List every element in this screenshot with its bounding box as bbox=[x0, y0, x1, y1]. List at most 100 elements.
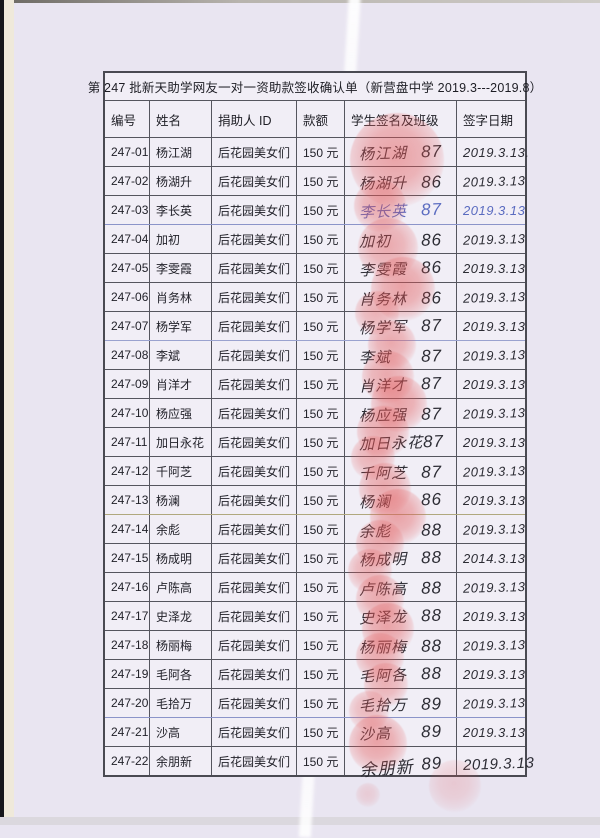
cell-name: 史泽龙 bbox=[150, 602, 212, 630]
cell-name: 杨应强 bbox=[150, 399, 212, 427]
cell-donor-id: 后花园美女们 bbox=[212, 660, 297, 688]
signature-name: 李斌 bbox=[358, 348, 392, 367]
cell-amount: 150 元 bbox=[297, 747, 345, 775]
cell-amount: 150 元 bbox=[297, 312, 345, 340]
signature-name: 杨学军 bbox=[358, 318, 408, 338]
handwritten-signature: 杨湖升 86 bbox=[351, 171, 456, 194]
cell-amount: 150 元 bbox=[297, 283, 345, 311]
handwritten-signature: 沙高 89 bbox=[351, 720, 457, 745]
signature-name: 杨江湖 bbox=[358, 144, 408, 164]
signature-name: 史泽龙 bbox=[358, 608, 408, 628]
handwritten-signature: 毛拾万 89 bbox=[351, 693, 456, 716]
handwritten-signature: 卢陈高 88 bbox=[351, 577, 456, 600]
signature-name: 加日永花 bbox=[358, 433, 424, 454]
signature-class-number: 87 bbox=[420, 314, 443, 335]
table-row: 247-04 加初 后花园美女们 150 元 加初 86 2019.3.13 bbox=[105, 225, 526, 254]
cell-amount: 150 元 bbox=[297, 428, 345, 456]
signature-class-number: 86 bbox=[420, 229, 443, 249]
cell-name: 李斌 bbox=[150, 341, 212, 369]
cell-name: 杨成明 bbox=[150, 544, 212, 572]
handwritten-signature: 余彪 88 bbox=[351, 519, 456, 542]
table-row: 247-08 李斌 后花园美女们 150 元 李斌 87 2019.3.13 bbox=[105, 341, 526, 370]
signature-class-number: 89 bbox=[420, 752, 443, 773]
cell-donor-id: 后花园美女们 bbox=[212, 341, 297, 369]
cell-signature: 杨湖升 86 bbox=[345, 167, 457, 195]
cell-amount: 150 元 bbox=[297, 718, 345, 746]
signature-class-number: 88 bbox=[420, 577, 443, 597]
cell-amount: 150 元 bbox=[297, 602, 345, 630]
signature-name: 李长英 bbox=[358, 202, 408, 222]
cell-signature: 余彪 88 bbox=[345, 515, 457, 543]
cell-name: 加日永花 bbox=[150, 428, 212, 456]
table-row: 247-15 杨成明 后花园美女们 150 元 杨成明 88 2014.3.13 bbox=[105, 544, 525, 573]
cell-donor-id: 后花园美女们 bbox=[212, 631, 297, 659]
cell-signature: 沙高 89 bbox=[345, 718, 457, 746]
table-row: 247-17 史泽龙 后花园美女们 150 元 史泽龙 88 2019.3.13 bbox=[105, 602, 525, 631]
cell-number: 247-08 bbox=[105, 341, 150, 369]
signature-class-number: 86 bbox=[420, 488, 443, 509]
handwritten-signature: 杨学军 87 bbox=[351, 314, 457, 339]
cell-number: 247-03 bbox=[105, 196, 150, 224]
cell-signature: 史泽龙 88 bbox=[345, 602, 457, 630]
cell-signature: 杨学军 87 bbox=[345, 312, 457, 340]
cell-signature: 杨应强 87 bbox=[345, 399, 457, 427]
column-header-date: 签字日期 bbox=[463, 113, 514, 128]
cell-name: 余朋新 bbox=[150, 747, 212, 775]
cell-donor-id: 后花园美女们 bbox=[212, 167, 297, 195]
signature-name: 杨澜 bbox=[358, 492, 392, 512]
signature-class-number: 87 bbox=[420, 372, 443, 393]
table-row: 247-07 杨学军 后花园美女们 150 元 杨学军 87 2019.3.13 bbox=[105, 312, 525, 341]
cell-number: 247-17 bbox=[105, 602, 150, 630]
cell-name: 李雯霞 bbox=[150, 254, 212, 282]
cell-donor-id: 后花园美女们 bbox=[212, 486, 297, 514]
cell-name: 毛拾万 bbox=[150, 689, 212, 717]
table-row: 247-18 杨丽梅 后花园美女们 150 元 杨丽梅 88 2019.3.13 bbox=[105, 631, 526, 660]
cell-donor-id: 后花园美女们 bbox=[212, 196, 297, 224]
cell-amount: 150 元 bbox=[297, 138, 345, 166]
cell-number: 247-09 bbox=[105, 370, 150, 398]
cell-number: 247-18 bbox=[105, 631, 150, 659]
signature-name: 李雯霞 bbox=[358, 260, 408, 280]
column-header-signature: 学生签名及班级 bbox=[345, 101, 457, 137]
cell-name: 杨江湖 bbox=[150, 138, 212, 166]
cell-name: 杨丽梅 bbox=[150, 631, 212, 659]
cell-donor-id: 后花园美女们 bbox=[212, 544, 297, 572]
handwritten-signature: 杨澜 86 bbox=[351, 488, 457, 513]
table-row: 247-19 毛阿各 后花园美女们 150 元 毛阿各 88 2019.3.13 bbox=[105, 660, 525, 689]
table-row: 247-10 杨应强 后花园美女们 150 元 杨应强 87 2019.3.13 bbox=[105, 399, 526, 428]
fingerprint-stamp bbox=[356, 783, 380, 807]
cell-sign-date: 2019.3.13 bbox=[463, 434, 526, 450]
cell-donor-id: 后花园美女们 bbox=[212, 254, 297, 282]
cell-sign-date: 2019.3.13 bbox=[462, 404, 526, 422]
handwritten-signature: 加日永花 87 bbox=[351, 430, 457, 455]
cell-sign-date: 2019.3.13 bbox=[462, 288, 526, 306]
cell-amount: 150 元 bbox=[297, 573, 345, 601]
signature-class-number: 88 bbox=[420, 519, 443, 539]
cell-donor-id: 后花园美女们 bbox=[212, 515, 297, 543]
cell-signature: 毛阿各 88 bbox=[345, 660, 457, 688]
signature-name: 卢陈高 bbox=[358, 580, 408, 599]
handwritten-signature: 史泽龙 88 bbox=[351, 604, 457, 629]
cell-amount: 150 元 bbox=[297, 544, 345, 572]
table-row: 247-14 余彪 后花园美女们 150 元 余彪 88 2019.3.13 bbox=[105, 515, 526, 544]
cell-number: 247-21 bbox=[105, 718, 150, 746]
signature-name: 杨丽梅 bbox=[358, 638, 408, 657]
signature-name: 加初 bbox=[358, 232, 392, 251]
signature-class-number: 87 bbox=[420, 198, 443, 219]
cell-sign-date: 2019.3.13 bbox=[463, 666, 526, 682]
cell-sign-date: 2014.3.13 bbox=[463, 550, 526, 566]
table-row: 247-03 李长英 后花园美女们 150 元 李长英 87 2019.3.13 bbox=[105, 196, 525, 225]
handwritten-signature: 肖务林 86 bbox=[351, 287, 456, 310]
table-body: 247-01 杨江湖 后花园美女们 150 元 杨江湖 87 2019.3.13… bbox=[105, 138, 535, 780]
signature-class-number: 89 bbox=[420, 720, 443, 741]
cell-amount: 150 元 bbox=[297, 196, 345, 224]
cell-signature: 肖洋才 87 bbox=[345, 370, 457, 398]
table-row: 247-02 杨湖升 后花园美女们 150 元 杨湖升 86 2019.3.13 bbox=[105, 167, 526, 196]
cell-sign-date: 2019.3.13 bbox=[463, 376, 526, 392]
signature-class-number: 87 bbox=[420, 403, 443, 423]
cell-name: 李长英 bbox=[150, 196, 212, 224]
cell-sign-date: 2019.3.13 bbox=[462, 172, 526, 190]
cell-number: 247-04 bbox=[105, 225, 150, 253]
cell-signature: 肖务林 86 bbox=[345, 283, 457, 311]
signature-name: 千阿芝 bbox=[358, 464, 408, 483]
